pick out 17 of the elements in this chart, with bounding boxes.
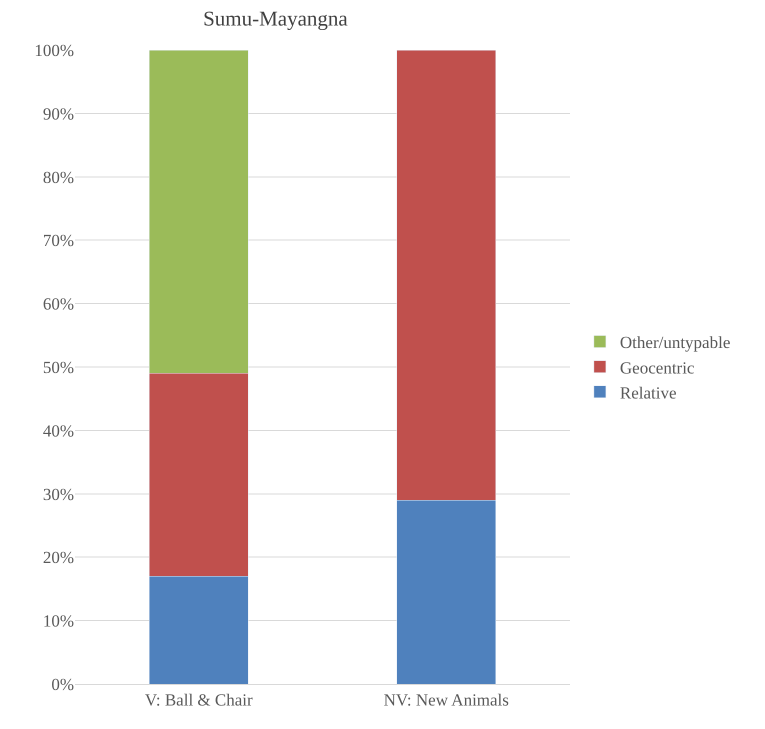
y-tick-label: 0% — [51, 674, 74, 694]
legend-label: Relative — [620, 383, 677, 402]
y-tick-label: 40% — [42, 421, 74, 440]
legend-label: Geocentric — [620, 358, 695, 378]
y-tick-label: 50% — [42, 358, 74, 377]
y-tick-label: 70% — [42, 231, 74, 250]
y-tick-label: 20% — [42, 548, 74, 568]
y-tick-label: 60% — [42, 294, 74, 314]
y-tick-label: 90% — [42, 104, 74, 124]
y-tick-label: 10% — [42, 612, 74, 631]
x-tick-label: NV: New Animals — [384, 690, 509, 710]
x-tick-label: V: Ball & Chair — [144, 690, 253, 710]
y-tick-label: 80% — [42, 168, 74, 187]
legend-label: Other/untypable — [620, 333, 730, 352]
y-tick-label: 30% — [42, 484, 74, 504]
chart-title: Sumu-Mayangna — [203, 6, 348, 31]
y-tick-label: 100% — [34, 40, 74, 60]
